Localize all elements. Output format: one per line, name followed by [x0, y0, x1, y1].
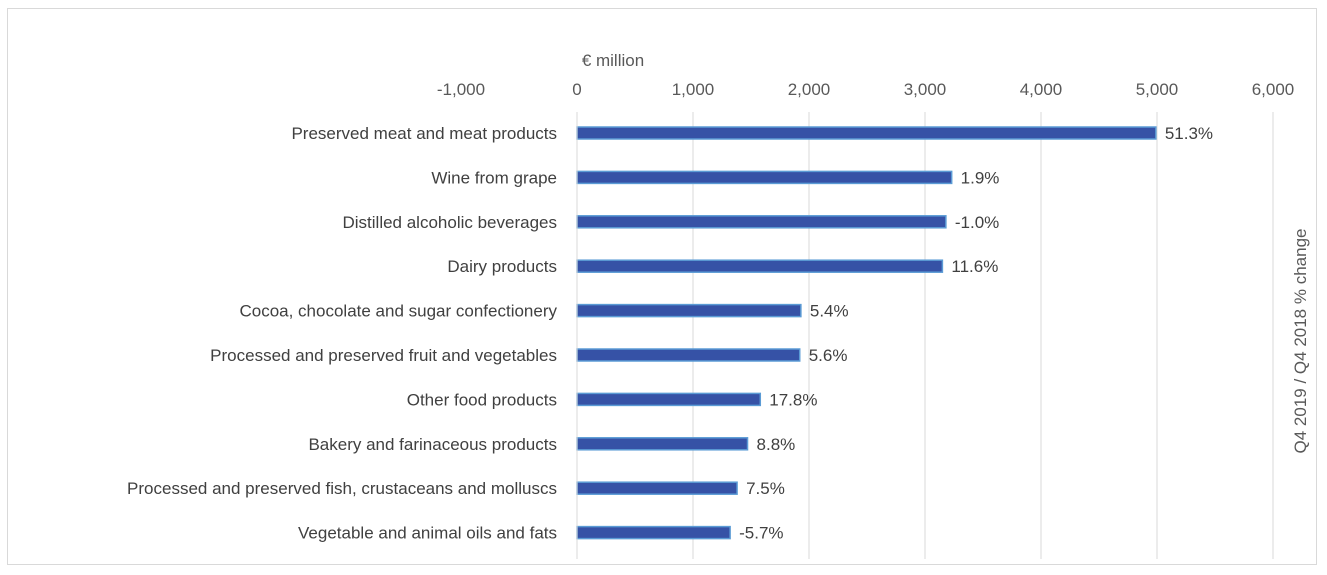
x-tick-label: 2,000: [788, 80, 831, 99]
category-label: Vegetable and animal oils and fats: [298, 524, 557, 543]
chart-frame: -1,000 0 1,000 2,000 3,000 4,000 5,000 6,000 € …: [7, 8, 1317, 565]
bar: [576, 259, 944, 273]
category-label: Bakery and farinaceous products: [308, 435, 557, 454]
category-label: Dairy products: [447, 257, 557, 276]
category-label: Other food products: [407, 390, 557, 409]
x-tick-label: 3,000: [904, 80, 947, 99]
category-label: Processed and preserved fish, crustacean…: [127, 479, 557, 498]
bar: [576, 303, 802, 318]
bar: [576, 348, 801, 362]
gridlines: [576, 112, 1274, 559]
x-tick-label: 1,000: [672, 80, 715, 99]
category-label: Wine from grape: [431, 168, 557, 187]
data-label: 11.6%: [951, 257, 998, 276]
bar-chart: -1,000 0 1,000 2,000 3,000 4,000 5,000 6,000 € …: [127, 51, 1310, 559]
x-tick-label: 0: [572, 80, 581, 99]
category-label: Preserved meat and meat products: [291, 124, 557, 143]
x-tick-label: 6,000: [1252, 80, 1295, 99]
data-label: 5.6%: [809, 346, 848, 365]
bar: [576, 525, 731, 540]
data-label: 17.8%: [769, 390, 817, 409]
data-label: 7.5%: [746, 479, 785, 498]
x-tick-label: 4,000: [1020, 80, 1063, 99]
bar: [576, 481, 738, 495]
bar: [576, 215, 947, 229]
category-label: Processed and preserved fruit and vegeta…: [210, 346, 557, 365]
data-label: 1.9%: [961, 168, 1000, 187]
x-tick-label: -1,000: [437, 80, 485, 99]
x-tick-label: 5,000: [1136, 80, 1179, 99]
data-label: -1.0%: [955, 213, 999, 232]
category-label: Distilled alcoholic beverages: [342, 213, 557, 232]
data-label: 5.4%: [810, 302, 849, 321]
bars: [576, 112, 1157, 559]
secondary-axis-title: Q4 2019 / Q4 2018 % change: [1291, 229, 1310, 454]
bar: [576, 170, 953, 185]
x-axis-ticks: -1,000 0 1,000 2,000 3,000 4,000 5,000 6,000: [437, 80, 1294, 99]
data-label: -5.7%: [739, 524, 783, 543]
data-labels: 51.3% 1.9% -1.0% 11.6% 5.4% 5.6% 17.8% 8.8% 7.5%…: [739, 124, 1213, 543]
x-axis-title: € million: [582, 51, 644, 70]
data-label: 8.8%: [757, 435, 796, 454]
bar: [576, 392, 762, 407]
category-labels: Preserved meat and meat products Wine fro…: [127, 124, 557, 543]
data-label: 51.3%: [1165, 124, 1213, 143]
category-label: Cocoa, chocolate and sugar confectionery: [239, 302, 557, 321]
bar: [576, 437, 749, 451]
bar: [576, 126, 1157, 140]
